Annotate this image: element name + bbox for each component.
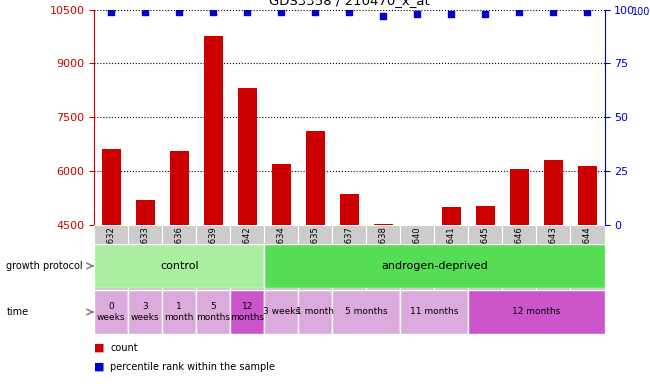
Text: 12 months: 12 months bbox=[512, 308, 560, 316]
Text: count: count bbox=[111, 343, 138, 353]
Text: GSM215641: GSM215641 bbox=[447, 227, 456, 277]
Bar bbox=[298, 290, 332, 334]
Text: ■: ■ bbox=[94, 343, 105, 353]
Point bbox=[140, 9, 150, 15]
Bar bbox=[306, 131, 325, 225]
Point bbox=[446, 11, 456, 17]
Bar bbox=[230, 290, 265, 334]
Bar bbox=[265, 290, 298, 334]
Point bbox=[242, 9, 252, 15]
Bar bbox=[502, 225, 536, 290]
Bar bbox=[128, 290, 162, 334]
Bar bbox=[578, 166, 597, 225]
Point bbox=[276, 9, 287, 15]
Bar bbox=[536, 225, 571, 290]
Bar bbox=[136, 200, 155, 225]
Bar bbox=[94, 225, 128, 290]
Bar bbox=[204, 36, 223, 225]
Bar bbox=[400, 290, 469, 334]
Text: GSM215640: GSM215640 bbox=[413, 227, 422, 277]
Bar bbox=[162, 290, 196, 334]
Bar bbox=[238, 88, 257, 225]
Bar bbox=[469, 290, 604, 334]
Bar bbox=[332, 225, 367, 290]
Bar bbox=[476, 206, 495, 225]
Y-axis label: 100%: 100% bbox=[632, 7, 650, 17]
Text: 1
month: 1 month bbox=[164, 302, 194, 322]
Text: GSM215634: GSM215634 bbox=[277, 227, 286, 277]
Text: 0
weeks: 0 weeks bbox=[97, 302, 125, 322]
Bar bbox=[162, 225, 196, 290]
Text: GSM215642: GSM215642 bbox=[243, 227, 252, 277]
Text: percentile rank within the sample: percentile rank within the sample bbox=[111, 362, 276, 372]
Text: GSM215632: GSM215632 bbox=[107, 227, 116, 277]
Bar bbox=[332, 290, 400, 334]
Bar bbox=[128, 225, 162, 290]
Text: androgen-deprived: androgen-deprived bbox=[381, 261, 488, 271]
Text: 5 months: 5 months bbox=[345, 308, 387, 316]
Text: 3 weeks: 3 weeks bbox=[263, 308, 300, 316]
Text: GSM215643: GSM215643 bbox=[549, 227, 558, 277]
Bar bbox=[94, 290, 128, 334]
Bar bbox=[442, 207, 461, 225]
Text: GSM215644: GSM215644 bbox=[583, 227, 592, 277]
Text: GSM215636: GSM215636 bbox=[175, 227, 184, 278]
Point bbox=[378, 13, 389, 19]
Text: GSM215646: GSM215646 bbox=[515, 227, 524, 277]
Text: ■: ■ bbox=[94, 362, 105, 372]
Bar bbox=[367, 225, 400, 290]
Text: GSM215638: GSM215638 bbox=[379, 227, 388, 278]
Text: GSM215639: GSM215639 bbox=[209, 227, 218, 277]
Bar bbox=[544, 160, 563, 225]
Text: 12
months: 12 months bbox=[230, 302, 265, 322]
Bar bbox=[170, 151, 188, 225]
Point bbox=[106, 9, 116, 15]
Point bbox=[582, 9, 593, 15]
Title: GDS3358 / 210470_x_at: GDS3358 / 210470_x_at bbox=[269, 0, 430, 7]
Point bbox=[174, 9, 185, 15]
Point bbox=[548, 9, 558, 15]
Text: time: time bbox=[6, 307, 29, 317]
Bar bbox=[469, 225, 502, 290]
Bar bbox=[196, 290, 230, 334]
Bar bbox=[272, 164, 291, 225]
Text: control: control bbox=[160, 261, 199, 271]
Bar bbox=[510, 169, 529, 225]
Point bbox=[514, 9, 525, 15]
Bar bbox=[102, 149, 121, 225]
Text: 11 months: 11 months bbox=[410, 308, 459, 316]
Point bbox=[310, 9, 320, 15]
Text: 1 month: 1 month bbox=[296, 308, 334, 316]
Text: GSM215645: GSM215645 bbox=[481, 227, 490, 277]
Bar bbox=[265, 225, 298, 290]
Bar bbox=[374, 223, 393, 225]
Point bbox=[480, 11, 491, 17]
Point bbox=[412, 11, 423, 17]
Bar bbox=[434, 225, 469, 290]
Bar bbox=[408, 225, 427, 226]
Text: 5
months: 5 months bbox=[196, 302, 230, 322]
Point bbox=[344, 9, 355, 15]
Text: GSM215633: GSM215633 bbox=[141, 227, 150, 278]
Bar bbox=[571, 225, 605, 290]
Bar bbox=[94, 244, 265, 288]
Bar bbox=[400, 225, 434, 290]
Bar bbox=[265, 244, 604, 288]
Text: GSM215637: GSM215637 bbox=[345, 227, 354, 278]
Point bbox=[208, 9, 218, 15]
Bar bbox=[230, 225, 265, 290]
Text: growth protocol: growth protocol bbox=[6, 261, 83, 271]
Text: GSM215635: GSM215635 bbox=[311, 227, 320, 277]
Bar bbox=[340, 194, 359, 225]
Bar bbox=[298, 225, 332, 290]
Text: 3
weeks: 3 weeks bbox=[131, 302, 159, 322]
Bar bbox=[196, 225, 230, 290]
